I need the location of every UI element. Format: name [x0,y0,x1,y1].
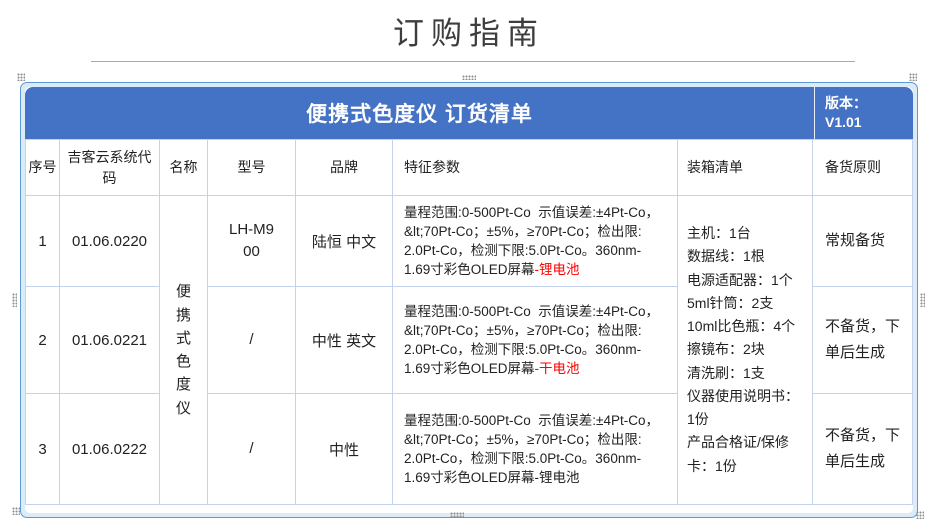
cell-model: / [207,286,296,394]
cell-stock: 常规备货 [812,195,913,287]
selection-handle-bottom-left[interactable] [12,507,20,515]
col-header-code: 吉客云系统代码 [59,139,160,196]
col-header-stock: 备货原则 [812,139,913,196]
col-header-model: 型号 [207,139,296,196]
selection-handle-bottom-right[interactable] [916,511,924,519]
cell-brand: 中性 [295,393,393,505]
cell-no: 1 [25,195,60,287]
cell-stock: 不备货，下单后生成 [812,393,913,505]
table-frame: 便携式色度仪 订货清单 版本： V1.01 序号 吉客云系统代码 名称 型号 品… [20,82,918,518]
order-table: 序号 吉客云系统代码 名称 型号 品牌 特征参数 装箱清单 备货原则 1 01.… [25,139,913,505]
col-header-no: 序号 [25,139,60,196]
cell-code: 01.06.0222 [59,393,160,505]
cell-code: 01.06.0220 [59,195,160,287]
cell-packing-merged: 主机：1台 数据线：1根 电源适配器：1个 5ml针筒：2支 10ml比色瓶：4… [677,195,813,505]
cell-name-merged: 便携式色度仪 [159,195,208,505]
product-name: 便携式色度仪 [175,283,191,417]
table-panel: 便携式色度仪 订货清单 版本： V1.01 序号 吉客云系统代码 名称 型号 品… [25,87,913,513]
cell-brand: 中性 英文 [295,286,393,394]
header-row: 序号 吉客云系统代码 名称 型号 品牌 特征参数 装箱清单 备货原则 [25,139,913,196]
selection-handle-bottom-middle[interactable] [450,512,464,517]
version-label: 版本： V1.01 [814,87,913,139]
battery-highlight: -干电池 [534,361,580,377]
cell-no: 3 [25,393,60,505]
selection-handle-right-middle[interactable] [920,293,925,307]
selection-handle-left-middle[interactable] [12,293,17,307]
col-header-brand: 品牌 [295,139,393,196]
title-divider [91,61,855,62]
col-header-packing: 装箱清单 [677,139,813,196]
table-row: 3 01.06.0222 / 中性 量程范围:0-500Pt-Co 示值误差:±… [25,393,913,505]
selection-handle-top-right[interactable] [909,73,917,81]
selection-handle-top-middle[interactable] [462,75,476,80]
cell-no: 2 [25,286,60,394]
table-banner: 便携式色度仪 订货清单 版本： V1.01 [25,87,913,139]
battery-highlight: -锂电池 [534,262,580,278]
table-row: 2 01.06.0221 / 中性 英文 量程范围:0-500Pt-Co 示值误… [25,286,913,394]
selection-handle-top-left[interactable] [17,73,25,81]
cell-brand: 陆恒 中文 [295,195,393,287]
table-row: 1 01.06.0220 便携式色度仪 LH-M900 陆恒 中文 量程范围:0… [25,195,913,505]
cell-stock: 不备货，下单后生成 [812,286,913,394]
cell-code: 01.06.0221 [59,286,160,394]
col-header-name: 名称 [159,139,208,196]
cell-model: LH-M900 [207,195,296,287]
cell-model: / [207,393,296,505]
cell-params: 量程范围:0-500Pt-Co 示值误差:±4Pt-Co，&lt;70Pt-Co… [392,393,678,505]
cell-params: 量程范围:0-500Pt-Co 示值误差:±4Pt-Co，&lt;70Pt-Co… [392,286,678,394]
cell-params: 量程范围:0-500Pt-Co 示值误差:±4Pt-Co，&lt;70Pt-Co… [392,195,678,287]
page-title: 订购指南 [393,16,545,51]
col-header-params: 特征参数 [392,139,678,196]
table-title: 便携式色度仪 订货清单 [306,103,533,126]
